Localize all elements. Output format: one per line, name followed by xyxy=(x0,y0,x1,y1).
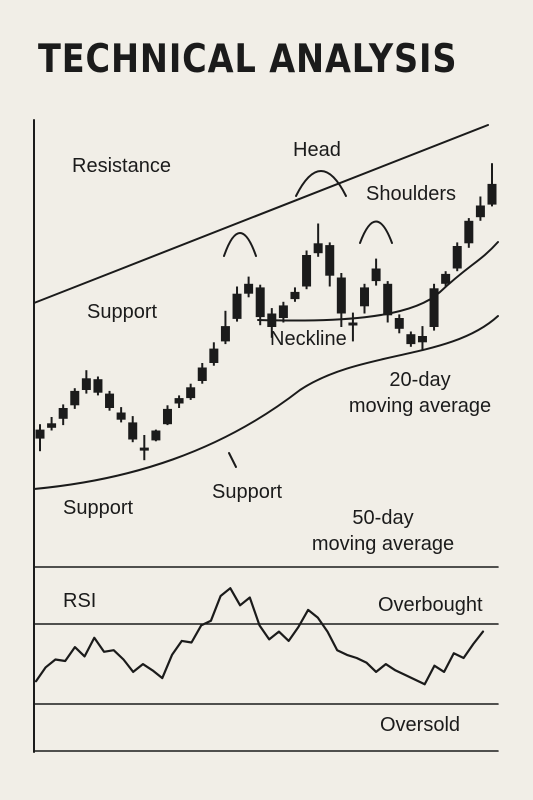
support-label-lower-left: Support xyxy=(63,497,134,519)
candle-body xyxy=(47,423,57,428)
candle-body xyxy=(35,429,45,439)
ma20-label: 20-day moving average xyxy=(348,369,492,417)
resistance-label: Resistance xyxy=(72,155,171,177)
candle-body xyxy=(81,378,91,390)
candle-body xyxy=(348,322,358,326)
candle-body xyxy=(336,277,346,314)
support-label-lower-mid: Support xyxy=(212,481,283,503)
candle-body xyxy=(360,287,370,307)
support-curve-upper xyxy=(257,241,499,322)
support-label-upper: Support xyxy=(87,301,158,323)
candle-body xyxy=(58,408,68,419)
candle-body xyxy=(313,243,323,254)
candle-body xyxy=(128,422,138,440)
candle-body xyxy=(139,447,149,451)
candle-body xyxy=(93,379,103,393)
candle-body xyxy=(116,412,126,420)
candle-body xyxy=(186,387,196,399)
candle-body xyxy=(475,205,485,218)
right-shoulder-arc xyxy=(359,220,393,244)
ma20-curve xyxy=(33,315,499,490)
candle-body xyxy=(417,336,427,343)
rsi-label: RSI xyxy=(63,590,97,612)
candle-body xyxy=(162,408,172,425)
candle-body xyxy=(105,393,115,408)
support-tick xyxy=(228,452,237,468)
candle-body xyxy=(244,283,254,294)
resistance-line xyxy=(33,124,489,304)
candle-body xyxy=(209,348,219,363)
candle-body xyxy=(441,273,451,284)
ma50-label: 50-day moving average xyxy=(311,507,455,555)
left-shoulder-arc xyxy=(223,232,257,257)
candle-body xyxy=(452,246,462,269)
candle-body xyxy=(220,326,230,342)
head-label: Head xyxy=(293,139,341,161)
candle-body xyxy=(487,183,497,205)
candle-body xyxy=(383,283,393,316)
rsi-series-line xyxy=(34,587,485,686)
page-title: TECHNICAL ANALYSIS xyxy=(38,37,458,82)
oversold-label: Oversold xyxy=(380,714,461,736)
candle-body xyxy=(278,305,288,318)
shoulders-label: Shoulders xyxy=(366,183,457,205)
candle-body xyxy=(429,288,439,327)
head-arc xyxy=(295,170,347,197)
candle-body xyxy=(371,268,381,282)
candle-body xyxy=(290,291,300,300)
candle-body xyxy=(302,255,312,287)
candle-body xyxy=(325,245,335,276)
candle-body xyxy=(70,390,80,406)
candle-body xyxy=(394,318,404,329)
candle-body xyxy=(406,334,416,345)
candle-body xyxy=(232,293,242,319)
overbought-label: Overbought xyxy=(378,594,483,616)
candle-body xyxy=(255,287,265,318)
candle-body xyxy=(267,313,277,327)
candle-body xyxy=(464,220,474,244)
candle-body xyxy=(151,430,161,441)
candle-body xyxy=(197,367,207,381)
neckline-label: Neckline xyxy=(270,328,347,350)
candle-body xyxy=(174,398,184,404)
